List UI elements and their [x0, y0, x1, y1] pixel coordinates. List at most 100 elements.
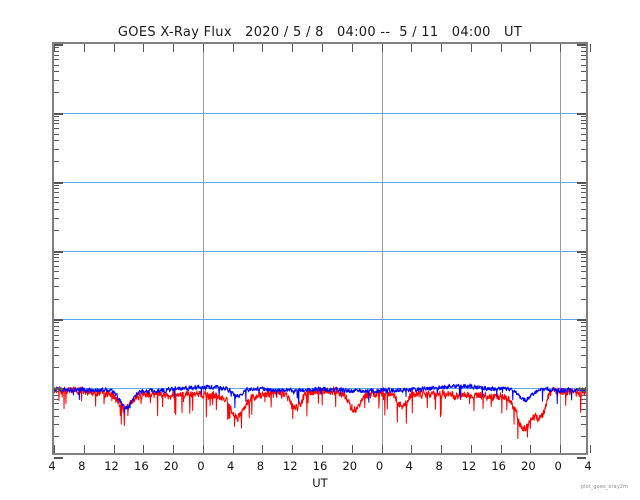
y-minor-tick-l — [54, 230, 59, 231]
x-tick-5 — [203, 445, 204, 453]
y-minor-tick-r — [581, 299, 586, 300]
y-minor-tick-r — [581, 261, 586, 262]
y-minor-tick-l — [54, 197, 59, 198]
x-tick-label-12: 4 — [405, 459, 413, 473]
y-minor-tick-l — [54, 185, 59, 186]
y-minor-tick-l — [54, 161, 59, 162]
y-minor-tick-r — [581, 71, 586, 72]
x-tick-label-6: 4 — [226, 459, 235, 473]
gridline-0 — [54, 113, 586, 114]
y-minor-tick-l — [54, 278, 59, 279]
x-tick-12 — [411, 445, 412, 453]
y-minor-tick-r — [581, 424, 586, 425]
x-tick-label-13: 8 — [435, 459, 443, 473]
plot-area: X10X1M1C1B1A1 10-310-410-510-610-710-8 — [52, 42, 591, 459]
y-minor-tick-r — [581, 134, 586, 135]
y-major-tick-l-1e-7 — [54, 319, 63, 321]
y-minor-tick-r — [581, 367, 586, 368]
x-tick-18 — [590, 44, 591, 52]
y-minor-tick-r — [581, 395, 586, 396]
y-minor-tick-l — [54, 218, 59, 219]
gridline-3 — [54, 319, 586, 320]
y-minor-tick-l — [54, 299, 59, 300]
y-minor-tick-l — [54, 123, 59, 124]
x-tick-14 — [471, 44, 472, 52]
y-minor-tick-l — [54, 399, 59, 400]
y-minor-tick-r — [581, 185, 586, 186]
y-minor-tick-r — [581, 403, 586, 404]
y-major-tick-r-1e-7 — [577, 319, 586, 321]
y-minor-tick-r — [581, 92, 586, 93]
y-minor-tick-l — [54, 134, 59, 135]
x-tick-5 — [203, 44, 204, 52]
y-major-tick-l-1e-3 — [54, 44, 63, 46]
watermark-label: plot_goes_xray2m — [580, 484, 628, 490]
x-tick-17 — [560, 445, 561, 453]
y-minor-tick-l — [54, 59, 59, 60]
y-minor-tick-l — [54, 340, 59, 341]
x-tick-label-17: 0 — [554, 459, 562, 473]
y-minor-tick-r — [581, 326, 586, 327]
y-major-tick-r-1e-4 — [577, 113, 586, 115]
y-minor-tick-r — [581, 340, 586, 341]
y-minor-tick-l — [54, 188, 59, 189]
y-minor-tick-l — [54, 424, 59, 425]
y-minor-tick-r — [581, 51, 586, 52]
y-minor-tick-r — [581, 322, 586, 323]
y-minor-tick-r — [581, 55, 586, 56]
y-minor-tick-l — [54, 120, 59, 121]
y-minor-tick-l — [54, 409, 59, 410]
y-minor-tick-l — [54, 391, 59, 392]
x-tick-label-0: 4 — [48, 459, 56, 473]
data-traces — [54, 44, 586, 453]
y-minor-tick-r — [581, 65, 586, 66]
x-tick-label-18: 4 — [584, 459, 592, 473]
x-axis-title: UT — [312, 476, 328, 490]
y-minor-tick-r — [581, 330, 586, 331]
y-minor-tick-l — [54, 395, 59, 396]
y-minor-tick-r — [581, 257, 586, 258]
y-minor-tick-l — [54, 436, 59, 437]
plot-inner — [54, 44, 586, 453]
y-minor-tick-r — [581, 149, 586, 150]
y-minor-tick-r — [581, 335, 586, 336]
y-minor-tick-l — [54, 71, 59, 72]
y-minor-tick-l — [54, 202, 59, 203]
y-minor-tick-r — [581, 128, 586, 129]
x-tick-9 — [322, 44, 323, 52]
y-minor-tick-r — [581, 399, 586, 400]
x-tick-6 — [233, 445, 234, 453]
x-tick-4 — [173, 44, 174, 52]
x-tick-9 — [322, 445, 323, 453]
y-minor-tick-l — [54, 80, 59, 81]
y-minor-tick-r — [581, 436, 586, 437]
x-tick-15 — [501, 445, 502, 453]
x-tick-10 — [352, 445, 353, 453]
y-minor-tick-l — [54, 192, 59, 193]
y-minor-tick-l — [54, 322, 59, 323]
gridline-1 — [54, 182, 586, 183]
day-separator-1 — [382, 44, 383, 453]
y-minor-tick-l — [54, 65, 59, 66]
y-minor-tick-r — [581, 202, 586, 203]
y-minor-tick-l — [54, 403, 59, 404]
y-minor-tick-l — [54, 209, 59, 210]
y-major-tick-l-1e-9 — [54, 457, 63, 459]
y-major-tick-r-1e-8 — [577, 388, 586, 390]
x-tick-label-9: 16 — [312, 459, 328, 473]
x-tick-10 — [352, 44, 353, 52]
y-minor-tick-r — [581, 355, 586, 356]
x-tick-label-1: 8 — [78, 459, 86, 473]
x-tick-label-16: 20 — [521, 459, 536, 473]
x-tick-11 — [382, 445, 383, 453]
y-minor-tick-r — [581, 218, 586, 219]
x-tick-14 — [471, 445, 472, 453]
y-minor-tick-l — [54, 355, 59, 356]
y-minor-tick-r — [581, 209, 586, 210]
y-minor-tick-l — [54, 140, 59, 141]
x-tick-17 — [560, 44, 561, 52]
x-tick-12 — [411, 44, 412, 52]
y-minor-tick-l — [54, 261, 59, 262]
y-minor-tick-r — [581, 140, 586, 141]
